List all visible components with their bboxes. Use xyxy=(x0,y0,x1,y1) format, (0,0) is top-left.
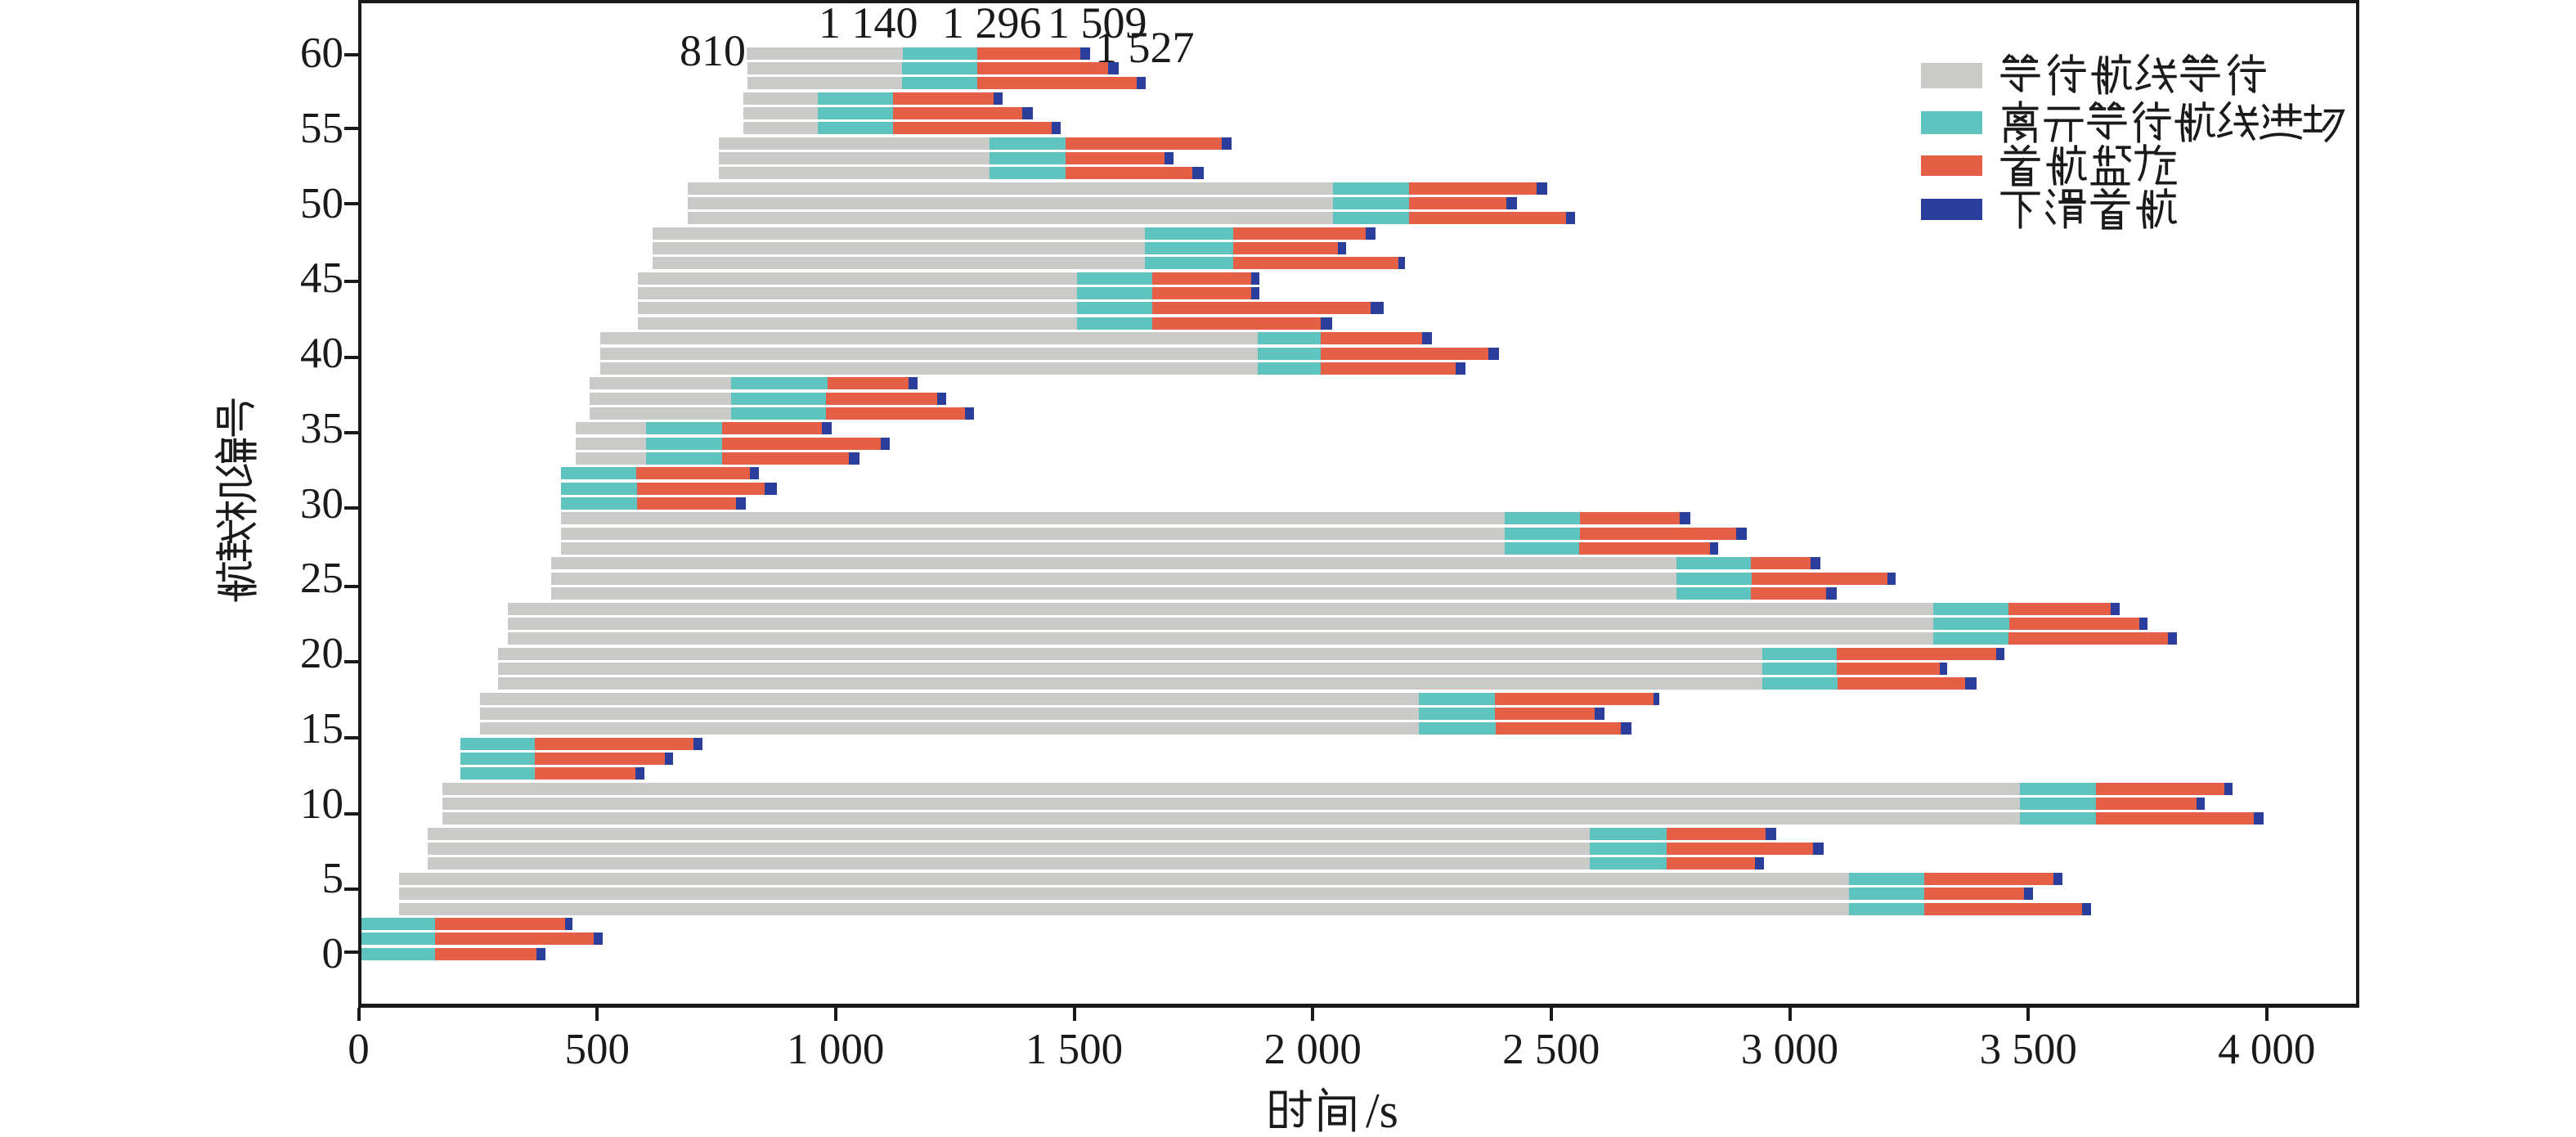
svg-text:/s: /s xyxy=(1366,1084,1398,1137)
